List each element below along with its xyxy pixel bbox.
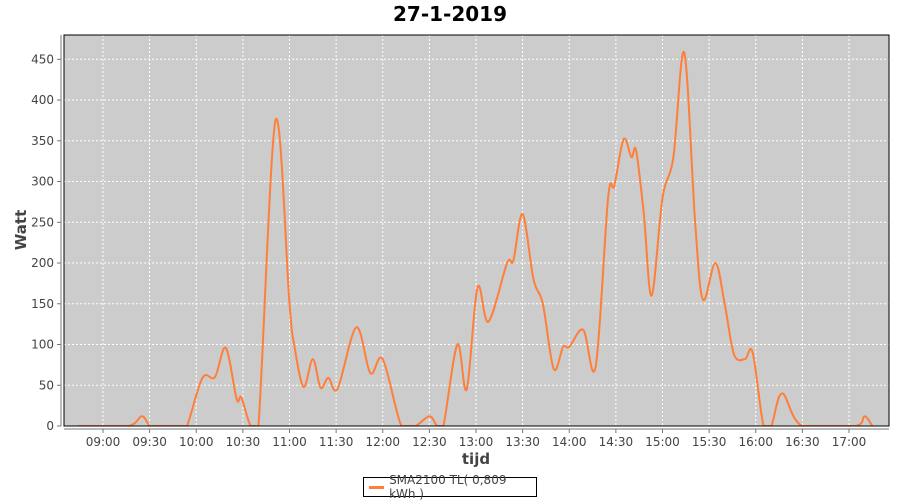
x-tick-label: 14:30 [599, 435, 634, 449]
x-tick-label: 11:00 [272, 435, 307, 449]
plot-border [63, 34, 890, 427]
x-tick-label: 09:00 [86, 435, 121, 449]
y-tick-label: 200 [31, 256, 54, 270]
x-tick-label: 09:30 [132, 435, 167, 449]
y-tick-label: 50 [39, 378, 54, 392]
x-tick-label: 15:30 [692, 435, 727, 449]
x-tick-label: 13:00 [459, 435, 494, 449]
x-axis-label: tijd [462, 450, 490, 468]
x-tick-label: 10:00 [179, 435, 214, 449]
chart-title: 27-1-2019 [393, 2, 507, 26]
y-axis-label: Watt [12, 210, 30, 250]
x-tick-label: 16:00 [738, 435, 773, 449]
y-tick-label: 100 [31, 338, 54, 352]
x-tick-label: 11:30 [319, 435, 354, 449]
y-tick-label: 250 [31, 215, 54, 229]
y-tick-label: 350 [31, 134, 54, 148]
y-tick-label: 400 [31, 93, 54, 107]
x-tick-label: 15:00 [645, 435, 680, 449]
y-tick-label: 150 [31, 297, 54, 311]
x-tick-label: 14:00 [552, 435, 587, 449]
y-tick-label: 300 [31, 175, 54, 189]
x-tick-label: 16:30 [785, 435, 820, 449]
x-tick-label: 10:30 [226, 435, 261, 449]
x-axis: 09:00 09:30 10:00 10:30 11:00 11:30 12:00 12:30… [86, 429, 867, 449]
x-tick-label: 12:30 [412, 435, 447, 449]
legend-label: SMA2100 TL( 0,809 kWh ) [389, 473, 507, 501]
series-line-sma2100 [78, 51, 874, 426]
legend-swatch [369, 485, 385, 489]
legend: SMA2100 TL( 0,809 kWh ) [363, 473, 537, 501]
y-axis: 0 50 100 150 200 250 300 350 400 450 [31, 52, 61, 433]
x-tick-label: 17:00 [832, 435, 867, 449]
x-tick-label: 13:30 [505, 435, 540, 449]
x-tick-label: 12:00 [365, 435, 400, 449]
y-tick-label: 0 [46, 419, 54, 433]
y-tick-label: 450 [31, 52, 54, 66]
